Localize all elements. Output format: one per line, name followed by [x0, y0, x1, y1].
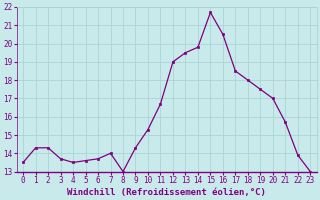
X-axis label: Windchill (Refroidissement éolien,°C): Windchill (Refroidissement éolien,°C): [67, 188, 266, 197]
